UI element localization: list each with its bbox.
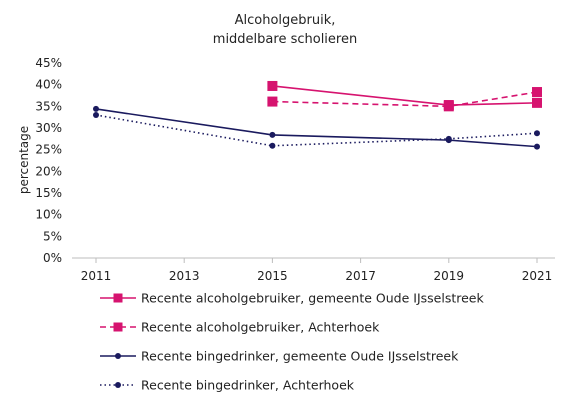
x-axis: 2011 2013 2015 2017 2019 2021 bbox=[81, 258, 553, 283]
legend-label: Recente alcoholgebruiker, Achterhoek bbox=[141, 320, 380, 335]
y-tick-label: 30% bbox=[35, 121, 62, 135]
y-tick-label: 40% bbox=[35, 78, 62, 92]
legend-label: Recente bingedrinker, gemeente Oude IJss… bbox=[141, 349, 459, 364]
legend-item: Recente alcoholgebruiker, Achterhoek bbox=[100, 320, 380, 335]
plot-area bbox=[93, 80, 542, 150]
chart-title-line-2: middelbare scholieren bbox=[213, 32, 357, 47]
x-tick-label: 2019 bbox=[434, 269, 465, 283]
data-point bbox=[115, 353, 121, 359]
legend: Recente alcoholgebruiker, gemeente Oude … bbox=[100, 291, 484, 393]
series-line bbox=[272, 85, 538, 106]
series-3 bbox=[93, 105, 540, 150]
x-tick-label: 2011 bbox=[81, 269, 112, 283]
data-point bbox=[445, 135, 452, 142]
data-point bbox=[269, 142, 276, 149]
x-tick-label: 2013 bbox=[169, 269, 200, 283]
data-point bbox=[115, 382, 121, 388]
legend-item: Recente alcoholgebruiker, gemeente Oude … bbox=[100, 291, 484, 306]
y-tick-label: 35% bbox=[35, 99, 62, 113]
data-point bbox=[113, 293, 123, 303]
chart-title-line-1: Alcoholgebruik, bbox=[235, 13, 336, 28]
y-tick-label: 10% bbox=[35, 208, 62, 222]
data-point bbox=[267, 96, 278, 107]
data-point bbox=[532, 97, 542, 108]
series-2 bbox=[267, 87, 542, 112]
legend-label: Recente bingedrinker, Achterhoek bbox=[141, 378, 355, 393]
y-tick-label: 20% bbox=[35, 164, 62, 178]
y-tick-label: 15% bbox=[35, 186, 62, 200]
data-point bbox=[269, 131, 276, 138]
y-tick-label: 5% bbox=[43, 229, 62, 243]
y-tick-label: 45% bbox=[35, 56, 62, 70]
y-axis-label: percentage bbox=[17, 126, 31, 194]
y-axis: 0% 5% 10% 15% 20% 25% 30% 35% 40% 45% bbox=[35, 56, 62, 265]
data-point bbox=[443, 101, 454, 112]
y-tick-label: 0% bbox=[43, 251, 62, 265]
legend-label: Recente alcoholgebruiker, gemeente Oude … bbox=[141, 291, 484, 306]
x-tick-label: 2021 bbox=[522, 269, 553, 283]
data-point bbox=[267, 80, 278, 91]
legend-item: Recente bingedrinker, gemeente Oude IJss… bbox=[100, 349, 459, 364]
y-tick-label: 25% bbox=[35, 143, 62, 157]
data-point bbox=[93, 112, 99, 118]
x-tick-label: 2017 bbox=[345, 269, 376, 283]
data-point bbox=[93, 105, 99, 112]
data-point bbox=[534, 130, 540, 137]
series-line bbox=[95, 108, 538, 148]
legend-item: Recente bingedrinker, Achterhoek bbox=[100, 378, 355, 393]
data-point bbox=[532, 87, 542, 98]
data-point bbox=[113, 322, 123, 332]
data-point bbox=[534, 143, 540, 150]
x-tick-label: 2015 bbox=[257, 269, 288, 283]
series-4 bbox=[93, 112, 540, 149]
